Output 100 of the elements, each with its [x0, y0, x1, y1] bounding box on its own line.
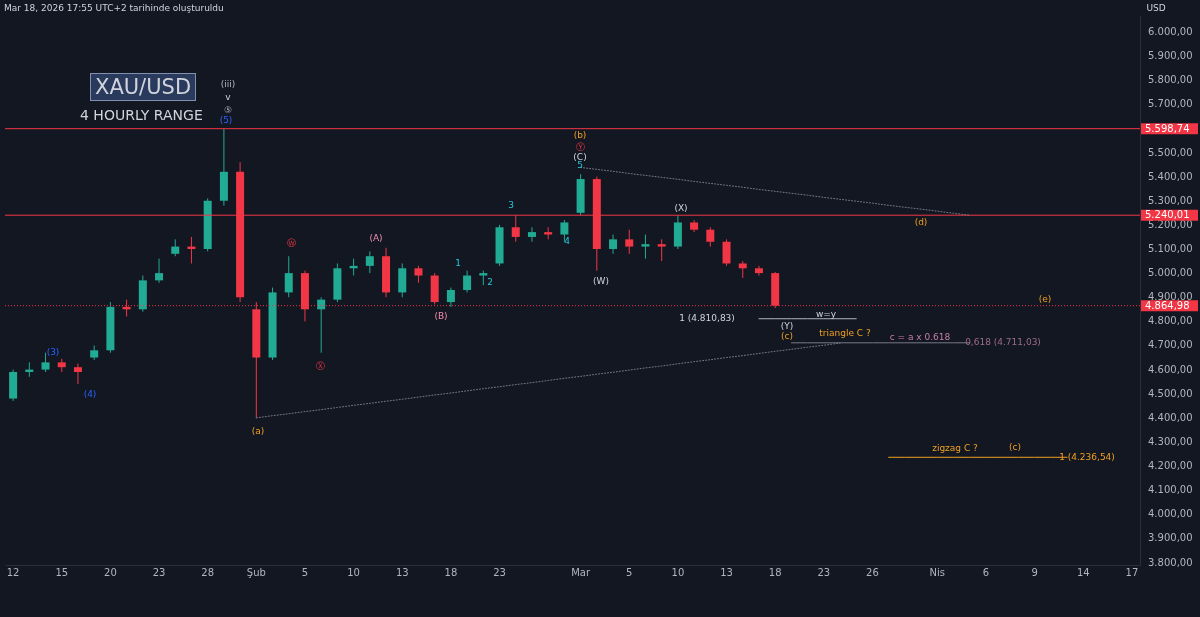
- x-tick-label: 20: [104, 566, 117, 578]
- y-tick-label: 4.500,00: [1148, 387, 1193, 399]
- y-tick-label: 3.800,00: [1148, 556, 1193, 568]
- x-tick-label: 18: [768, 566, 782, 578]
- annotation: (4): [83, 389, 97, 399]
- annotation: Ⓨ: [575, 142, 585, 152]
- x-tick-label: 6: [982, 566, 990, 578]
- annotation: (e): [1038, 294, 1052, 304]
- text: XAU/USD: [90, 73, 197, 101]
- y-tick-label: 5.400,00: [1148, 170, 1193, 182]
- candlestick: [609, 234, 618, 255]
- annotation: (iii): [220, 79, 236, 89]
- annotation: (b): [573, 130, 587, 140]
- y-tick-label: 4.300,00: [1148, 435, 1193, 447]
- annotation: 2: [487, 277, 493, 287]
- annotation: 4: [564, 236, 571, 246]
- y-axis-title: USD: [1146, 2, 1166, 13]
- annotation: (a): [251, 426, 265, 436]
- candlestick: [625, 229, 634, 255]
- ref-line-label: 5.598,74: [1145, 122, 1190, 134]
- y-tick-label: 5.900,00: [1148, 50, 1193, 62]
- annotation: (A): [369, 233, 383, 243]
- x-tick-label: 5: [301, 566, 309, 578]
- x-tick-label: Mar: [571, 566, 591, 578]
- ref-line-label: 5.240,01: [1145, 209, 1190, 221]
- x-tick-label: 14: [1076, 566, 1090, 578]
- x-tick-label: 23: [817, 566, 831, 578]
- x-tick-label: 23: [152, 566, 166, 578]
- annotation: 0,618 (4.711,03): [965, 337, 1041, 347]
- candlestick: [527, 226, 536, 243]
- y-tick-label: 4.700,00: [1148, 339, 1193, 351]
- y-tick-label: 5.700,00: [1148, 98, 1193, 110]
- y-tick-label: 5.000,00: [1148, 267, 1193, 279]
- candlestick: [722, 238, 731, 267]
- x-tick-label: 15: [55, 566, 69, 578]
- annotation: 1 (4.810,83): [679, 313, 735, 323]
- annotation: 1: [455, 258, 461, 268]
- y-tick-label: 4.000,00: [1148, 508, 1193, 520]
- ref-line-label: 4.864,98: [1145, 299, 1190, 311]
- annotation: (d): [914, 217, 928, 227]
- candlestick: [446, 287, 455, 308]
- annotation: (B): [434, 311, 448, 321]
- y-tick-label: 4.100,00: [1148, 484, 1193, 496]
- x-tick-label: 9: [1031, 566, 1038, 578]
- x-tick-label: 28: [201, 566, 215, 578]
- x-tick-label: 10: [347, 566, 360, 578]
- y-tick-label: 5.500,00: [1148, 146, 1193, 158]
- y-tick-label: 5.800,00: [1148, 74, 1193, 86]
- y-tick-label: 5.200,00: [1148, 218, 1193, 230]
- line-series: [580, 166, 971, 216]
- annotation: 1 (4.236,54): [1059, 452, 1115, 462]
- x-tick-label: 12: [6, 566, 20, 578]
- candlestick: [284, 255, 293, 298]
- annotation: ⑤: [223, 105, 233, 115]
- y-tick-label: 4.600,00: [1148, 363, 1193, 375]
- annotation: w=y: [815, 309, 837, 319]
- candlestick: [365, 250, 374, 274]
- y-tick-label: 5.300,00: [1148, 194, 1193, 206]
- x-tick-label: 5: [626, 566, 633, 578]
- candlestick: [73, 363, 82, 385]
- x-tick-label: 18: [444, 566, 458, 578]
- text: Mar 18, 2026 17:55 UTC+2 tarihinde oluşturuldu: [4, 3, 224, 13]
- annotation: v: [225, 92, 232, 102]
- y-tick-label: 6.000,00: [1148, 25, 1193, 37]
- text: 4 HOURLY RANGE: [80, 107, 203, 123]
- candlestick: [317, 296, 326, 354]
- annotation: (X): [674, 203, 688, 213]
- annotation: (3): [46, 347, 60, 357]
- candlestick: [560, 219, 569, 243]
- x-tick-label: 23: [493, 566, 506, 578]
- candlestick: [463, 270, 472, 293]
- annotation: c = a x 0.618: [889, 332, 951, 342]
- x-tick-label: 17: [1125, 566, 1139, 578]
- annotation: 5: [577, 160, 583, 170]
- candlestick: [641, 234, 650, 260]
- annotation: (Y): [780, 321, 794, 331]
- y-tick-label: 4.400,00: [1148, 411, 1193, 423]
- x-tick-label: 13: [395, 566, 409, 578]
- candlestick: [706, 226, 715, 248]
- x-tick-label: 26: [866, 566, 879, 578]
- annotation: 3: [508, 200, 514, 210]
- x-tick-label: 10: [671, 566, 685, 578]
- annotation: Ⓦ: [286, 238, 296, 248]
- candlestick: [155, 258, 164, 284]
- candlestick: [754, 265, 763, 277]
- annotation: (C): [573, 152, 587, 162]
- y-tick-label: 4.200,00: [1148, 460, 1193, 472]
- annotation: Ⓧ: [315, 361, 325, 371]
- y-tick-label: 4.800,00: [1148, 315, 1193, 327]
- annotation: triangle C ?: [819, 328, 871, 338]
- y-tick-label: 5.100,00: [1148, 242, 1193, 254]
- y-tick-label: 3.900,00: [1148, 532, 1193, 544]
- annotation: (c): [1009, 442, 1021, 452]
- candlestick: [657, 238, 666, 262]
- x-tick-label: Nis: [929, 566, 946, 578]
- annotation: (W): [593, 276, 609, 286]
- x-tick-label: 13: [720, 566, 733, 578]
- x-tick-label: Şub: [246, 566, 266, 578]
- annotation: (5): [219, 115, 233, 125]
- annotation: (c): [781, 331, 793, 341]
